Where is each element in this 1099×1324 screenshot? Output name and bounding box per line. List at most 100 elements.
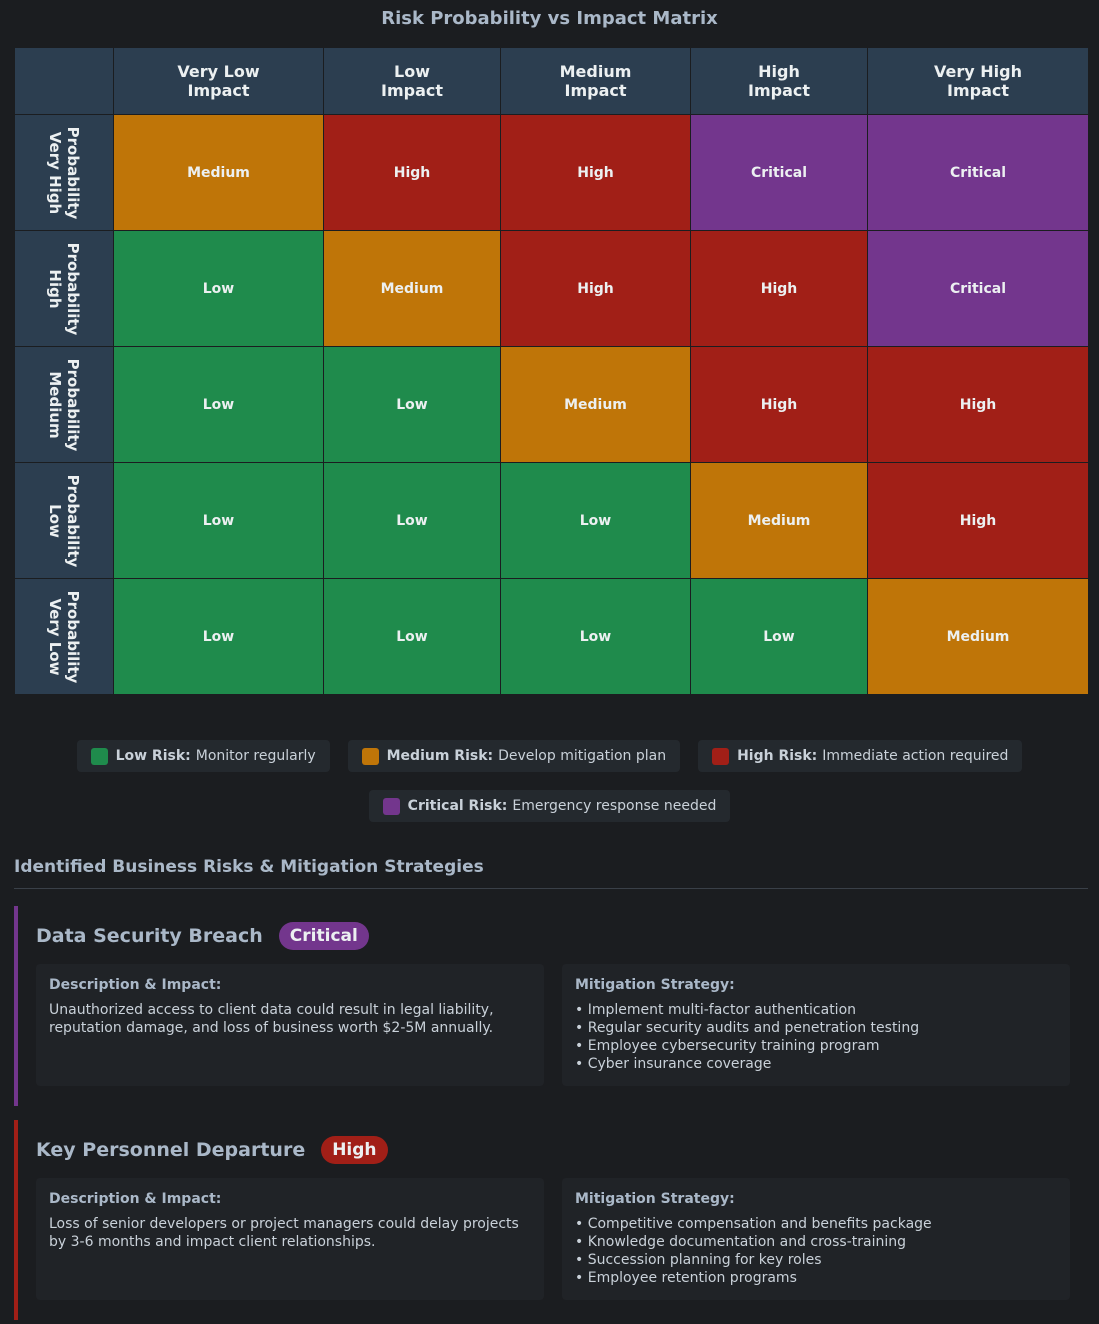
probability-row-header: Probability Very Low — [14, 578, 114, 695]
risk-header: Key Personnel Departure High — [36, 1136, 388, 1164]
matrix-row: Probability Very High Medium High High Critic… — [14, 114, 1089, 231]
risk-cell: High — [500, 114, 691, 231]
legend-text: Emergency response needed — [512, 798, 717, 814]
risk-cell: Low — [323, 578, 501, 695]
probability-label-line1: Probability — [64, 358, 82, 451]
risk-cell: Medium — [690, 462, 868, 579]
risk-cell: Low — [500, 462, 691, 579]
mitigation-item: Implement multi-factor authentication — [575, 1001, 1057, 1019]
legend-item-critical: Critical Risk: Emergency response needed — [368, 790, 731, 822]
probability-label: Probability Very Low — [46, 590, 82, 683]
risk-level-bar — [14, 906, 18, 1106]
legend-label: Low Risk: — [115, 748, 191, 764]
impact-column-header: Medium Impact — [500, 47, 691, 115]
probability-label: Probability Medium — [46, 358, 82, 451]
matrix-row: Probability High Low Medium High High Critical — [14, 230, 1089, 347]
impact-header-line2: Impact — [946, 81, 1009, 100]
risk-matrix: Very Low Impact Low Impact Medium Impact High I… — [14, 47, 1089, 695]
mitigation-label: Mitigation Strategy: — [575, 1191, 735, 1207]
risk-cell: Low — [113, 230, 324, 347]
risk-cell: High — [500, 230, 691, 347]
probability-label-line2: Medium — [46, 370, 64, 439]
probability-label: Probability Very High — [46, 126, 82, 219]
impact-header-line1: Very Low — [177, 62, 260, 81]
risk-level-badge: Critical — [278, 922, 369, 950]
risk-name: Data Security Breach — [36, 925, 263, 947]
description-text: Unauthorized access to client data could… — [49, 1002, 494, 1036]
legend-swatch — [712, 747, 730, 765]
risk-cell: Critical — [690, 114, 868, 231]
impact-header-line2: Impact — [187, 81, 250, 100]
risk-cell: High — [323, 114, 501, 231]
matrix-row: Probability Very Low Low Low Low Low Medium — [14, 578, 1089, 695]
legend-item-high: High Risk: Immediate action required — [698, 740, 1023, 772]
impact-column-header: Very High Impact — [867, 47, 1089, 115]
risk-cell: Low — [113, 346, 324, 463]
mitigation-item: Employee retention programs — [575, 1269, 1057, 1287]
mitigation-list: Implement multi-factor authenticationReg… — [575, 1001, 1057, 1073]
probability-row-header: Probability High — [14, 230, 114, 347]
description-panel: Description & Impact: Loss of senior deve… — [36, 1178, 544, 1300]
risk-level-bar — [14, 1120, 18, 1320]
risk-cell: Low — [690, 578, 868, 695]
probability-row-header: Probability Very High — [14, 114, 114, 231]
impact-column-header: Low Impact — [323, 47, 501, 115]
mitigation-item: Employee cybersecurity training program — [575, 1037, 1057, 1055]
risk-cell: Low — [113, 578, 324, 695]
risk-card: Data Security Breach Critical Description … — [14, 906, 1088, 1106]
matrix-corner — [14, 47, 114, 115]
impact-header-line1: Very High — [934, 62, 1022, 81]
risk-cell: Low — [323, 462, 501, 579]
probability-label-line2: Very Low — [46, 597, 64, 676]
legend-swatch — [90, 747, 108, 765]
impact-header-line2: Impact — [747, 81, 810, 100]
risk-cell: Critical — [867, 230, 1089, 347]
risk-cell: Critical — [867, 114, 1089, 231]
probability-row-header: Probability Medium — [14, 346, 114, 463]
mitigation-panel: Mitigation Strategy: Implement multi-fact… — [562, 964, 1070, 1086]
description-label: Description & Impact: — [49, 977, 222, 993]
probability-row-header: Probability Low — [14, 462, 114, 579]
risk-cell: Low — [113, 462, 324, 579]
mitigation-list: Competitive compensation and benefits pa… — [575, 1215, 1057, 1287]
mitigation-item: Cyber insurance coverage — [575, 1055, 1057, 1073]
risk-level-badge: High — [321, 1136, 388, 1164]
probability-label-line1: Probability — [64, 590, 82, 683]
risk-matrix-table: Very Low Impact Low Impact Medium Impact High I… — [14, 47, 1089, 695]
legend-item-low: Low Risk: Monitor regularly — [76, 740, 330, 772]
legend-label: Medium Risk: — [386, 748, 494, 764]
matrix-row: Probability Low Low Low Low Medium High — [14, 462, 1089, 579]
probability-label-line2: High — [46, 268, 64, 309]
risk-name: Key Personnel Departure — [36, 1139, 306, 1161]
probability-label-line1: Probability — [64, 242, 82, 335]
risk-cell: High — [867, 462, 1089, 579]
risk-cell: Medium — [323, 230, 501, 347]
risk-cell: High — [867, 346, 1089, 463]
probability-label-line2: Low — [46, 503, 64, 538]
page-title: Risk Probability vs Impact Matrix — [381, 8, 718, 29]
legend-text: Monitor regularly — [195, 748, 316, 764]
impact-header-line2: Impact — [380, 81, 443, 100]
mitigation-item: Regular security audits and penetration … — [575, 1019, 1057, 1037]
impact-header-line1: High — [758, 62, 800, 81]
mitigation-panel: Mitigation Strategy: Competitive compensa… — [562, 1178, 1070, 1300]
risk-header: Data Security Breach Critical — [36, 922, 369, 950]
mitigation-item: Knowledge documentation and cross-traini… — [575, 1233, 1057, 1251]
legend-swatch — [382, 797, 400, 815]
impact-column-header: Very Low Impact — [113, 47, 324, 115]
legend-swatch — [361, 747, 379, 765]
impact-header-line1: Low — [394, 62, 430, 81]
legend-row: Low Risk: Monitor regularly Medium Risk: De… — [0, 740, 1099, 772]
section-title: Identified Business Risks & Mitigation S… — [14, 857, 484, 877]
risk-cell: Low — [500, 578, 691, 695]
probability-label: Probability Low — [46, 474, 82, 567]
risk-cell: Low — [323, 346, 501, 463]
risk-cell: High — [690, 346, 868, 463]
legend-text: Develop mitigation plan — [498, 748, 667, 764]
risk-card: Key Personnel Departure High Description &… — [14, 1120, 1088, 1320]
impact-header-line2: Impact — [564, 81, 627, 100]
description-text: Loss of senior developers or project man… — [49, 1216, 519, 1250]
probability-label: Probability High — [46, 242, 82, 335]
legend-item-medium: Medium Risk: Develop mitigation plan — [347, 740, 681, 772]
probability-label-line1: Probability — [64, 126, 82, 219]
